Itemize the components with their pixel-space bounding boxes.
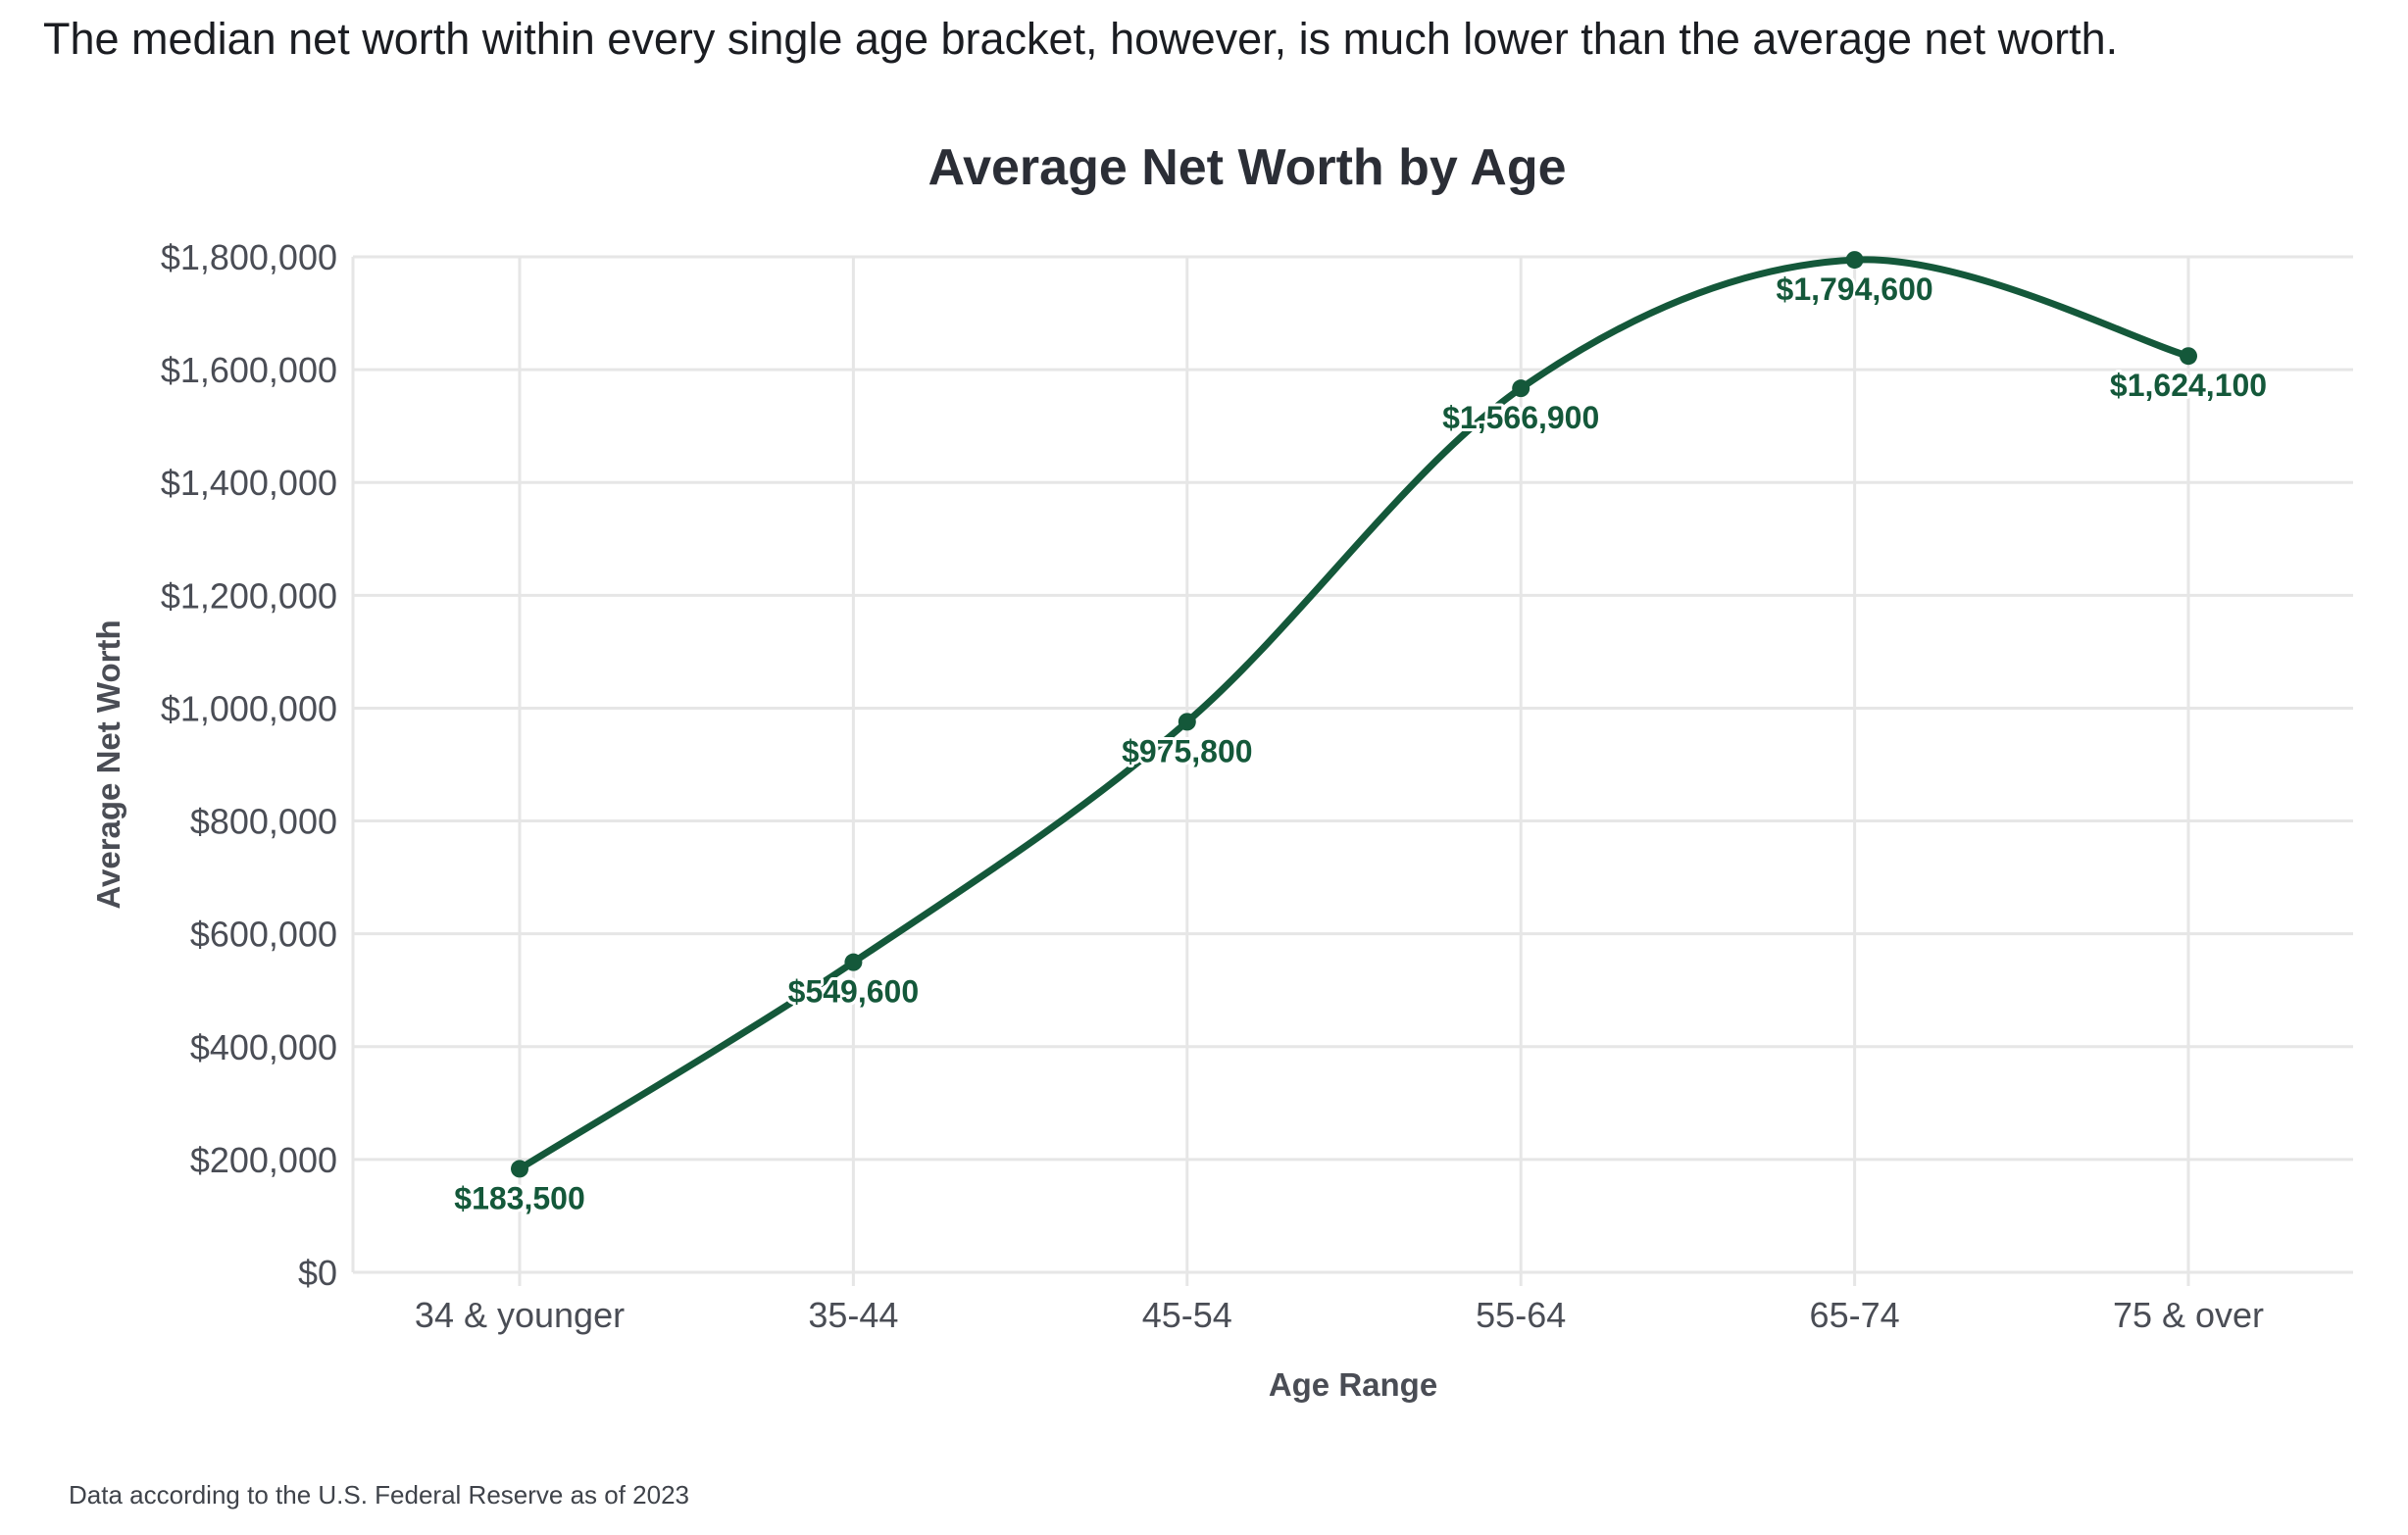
data-label: $549,600 (788, 974, 919, 1010)
y-axis-title: Average Net Worth (90, 619, 126, 909)
y-tick-label: $0 (298, 1253, 337, 1293)
footnote: Data according to the U.S. Federal Reser… (69, 1480, 690, 1510)
gridlines (351, 255, 2353, 1286)
y-tick-label: $1,600,000 (161, 350, 337, 390)
series-line-path (516, 256, 2192, 1172)
data-label: $975,800 (1122, 733, 1252, 768)
y-tick-label: $1,000,000 (161, 688, 337, 728)
data-point (1845, 251, 1864, 270)
y-tick-label: $800,000 (190, 802, 337, 842)
data-label: $1,624,100 (2110, 368, 2267, 403)
y-tick-label: $600,000 (190, 915, 337, 955)
data-labels: $183,500 $549,600 $975,800 $1,566,900 $1,794… (451, 269, 2270, 1218)
x-tick-label: 75 & over (2113, 1295, 2264, 1335)
data-point (511, 1160, 528, 1178)
axes: $0 $200,000 $400,000 $600,000 $800,000 $1,000… (161, 237, 2264, 1335)
data-point (2180, 347, 2197, 366)
x-tick-label: 65-74 (1810, 1295, 1900, 1335)
y-tick-label: $400,000 (190, 1027, 337, 1067)
data-point (844, 953, 863, 971)
x-tick-label: 55-64 (1476, 1295, 1566, 1335)
y-tick-label: $1,200,000 (161, 575, 337, 616)
y-tick-label: $1,400,000 (161, 463, 337, 503)
x-tick-label: 45-54 (1142, 1295, 1232, 1335)
data-label: $1,794,600 (1777, 272, 1933, 307)
data-point (1178, 713, 1196, 731)
series-line (511, 251, 2197, 1178)
intro-text: The median net worth within every single… (43, 14, 2119, 64)
x-tick-label: 35-44 (808, 1295, 898, 1335)
x-axis-title: Age Range (1269, 1366, 1437, 1403)
data-label: $1,566,900 (1442, 400, 1599, 435)
x-tick-label: 34 & younger (415, 1295, 625, 1335)
y-tick-label: $200,000 (190, 1140, 337, 1180)
data-point (1512, 379, 1530, 398)
y-tick-label: $1,800,000 (161, 237, 337, 277)
data-label: $183,500 (454, 1180, 584, 1215)
chart-title: Average Net Worth by Age (928, 139, 1566, 196)
